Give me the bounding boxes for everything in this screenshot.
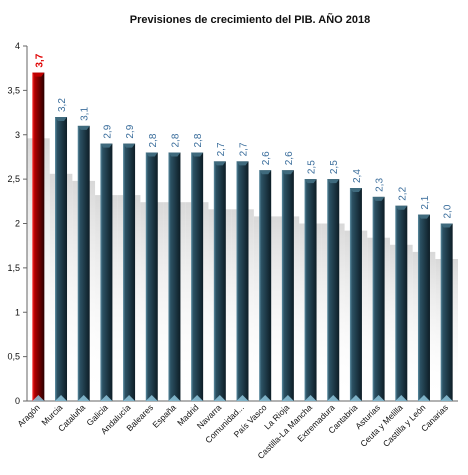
bar-base-bevel — [327, 395, 340, 401]
bar — [55, 117, 68, 401]
bar — [236, 161, 249, 401]
data-label: 2,0 — [443, 204, 454, 218]
bar — [100, 143, 113, 401]
bar-top-bevel — [77, 125, 90, 130]
bar-top-bevel — [304, 179, 317, 184]
bar — [32, 72, 45, 401]
data-label: 2,5 — [329, 160, 340, 174]
y-tick-label: 3,5 — [7, 85, 20, 95]
bar-top-bevel — [372, 196, 385, 201]
bar-top-bevel — [191, 152, 204, 157]
bar-top-bevel — [100, 143, 113, 148]
bar — [77, 125, 90, 401]
bar-top-bevel — [327, 179, 340, 184]
bar-base-bevel — [32, 395, 45, 401]
data-label: 2,3 — [375, 178, 386, 192]
bar-base-bevel — [213, 395, 226, 401]
data-label: 2,5 — [307, 160, 318, 174]
data-label: 2,9 — [125, 124, 136, 138]
bar-base-bevel — [55, 395, 68, 401]
y-tick-label: 1 — [15, 307, 20, 317]
bar-base-bevel — [349, 395, 362, 401]
data-labels: 3,7 3,2 3,1 2,9 2,9 2,8 2,8 2,8 2,7 2,7 2,6 2,6 2,5 2… — [34, 53, 453, 218]
chart-title: Previsiones de crecimiento del PIB. AÑO … — [130, 13, 370, 26]
bar — [259, 170, 272, 401]
bar-base-bevel — [304, 395, 317, 401]
bar — [395, 205, 408, 401]
bar — [213, 161, 226, 401]
y-tick-label: 2,5 — [7, 174, 20, 184]
bar-top-bevel — [281, 170, 294, 175]
bar-base-bevel — [372, 395, 385, 401]
bar-base-bevel — [100, 395, 113, 401]
bar-base-bevel — [259, 395, 272, 401]
bar-top-bevel — [123, 143, 136, 148]
bar — [372, 196, 385, 401]
data-label: 2,2 — [397, 186, 408, 200]
bar-top-bevel — [32, 72, 45, 77]
bar — [145, 152, 158, 401]
x-tick-labels: AragónMurciaCataluñaGaliciaAndalucíaBale… — [15, 402, 450, 461]
bar — [191, 152, 204, 401]
data-label: 2,8 — [170, 133, 181, 147]
bar-base-bevel — [145, 395, 158, 401]
data-label: 2,6 — [284, 151, 295, 165]
y-tick-label: 4 — [15, 41, 20, 51]
y-tick-label: 0,5 — [7, 352, 20, 362]
bar — [327, 179, 340, 401]
data-label: 2,7 — [216, 142, 227, 156]
y-tick-label: 2 — [15, 219, 20, 229]
bar-base-bevel — [123, 395, 136, 401]
bar-top-bevel — [349, 188, 362, 192]
bar-base-bevel — [395, 395, 408, 401]
bar-top-bevel — [417, 214, 430, 219]
bars — [32, 72, 453, 401]
bar — [417, 214, 430, 401]
bar-base-bevel — [440, 395, 453, 401]
bar-top-bevel — [395, 205, 408, 210]
bar-base-bevel — [77, 395, 90, 401]
bar-top-bevel — [236, 161, 249, 166]
bar-top-bevel — [145, 152, 158, 157]
bar-top-bevel — [440, 223, 453, 228]
bar-base-bevel — [236, 395, 249, 401]
y-tick-label: 3 — [15, 130, 20, 140]
data-label: 2,1 — [420, 195, 431, 209]
bar-top-bevel — [55, 117, 68, 121]
bar-base-bevel — [417, 395, 430, 401]
bar-top-bevel — [213, 161, 226, 166]
data-label: 3,7 — [34, 53, 45, 67]
bar-base-bevel — [281, 395, 294, 401]
bar-top-bevel — [259, 170, 272, 175]
data-label: 2,9 — [102, 124, 113, 138]
bar — [304, 179, 317, 401]
data-label: 2,8 — [148, 133, 159, 147]
bar — [440, 223, 453, 401]
data-label: 3,1 — [80, 107, 91, 121]
bar-base-bevel — [168, 395, 181, 401]
data-label: 2,4 — [352, 169, 363, 183]
y-tick-label: 0 — [15, 396, 20, 406]
y-tick-label: 1,5 — [7, 263, 20, 273]
bar — [168, 152, 181, 401]
bar — [349, 188, 362, 401]
data-label: 2,8 — [193, 133, 204, 147]
bar-top-bevel — [168, 152, 181, 157]
bar-base-bevel — [191, 395, 204, 401]
data-label: 3,2 — [57, 98, 68, 112]
x-tick-label: Aragón — [15, 402, 42, 429]
bar — [123, 143, 136, 401]
data-label: 2,6 — [261, 151, 272, 165]
x-tick-label: España — [150, 402, 178, 430]
bar — [281, 170, 294, 401]
data-label: 2,7 — [239, 142, 250, 156]
